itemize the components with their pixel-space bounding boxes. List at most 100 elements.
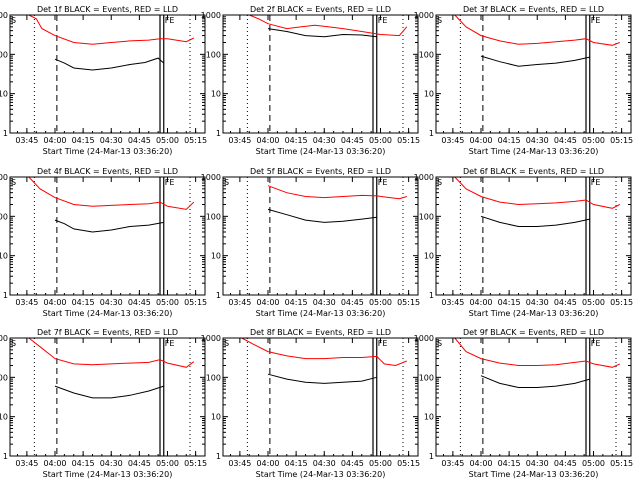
plot-frame [222, 337, 419, 457]
x-tick-label: 04:00 [43, 136, 66, 145]
x-tick-label: 04:15 [498, 459, 521, 468]
plot-frame [9, 337, 206, 457]
y-tick-label: 1 [216, 452, 221, 461]
y-tick-label: 10 [211, 413, 221, 422]
annotation-s: S [437, 339, 442, 348]
series-line-lld [454, 14, 620, 46]
y-tick-label: 1000 [201, 173, 221, 182]
y-tick-label: 100 [206, 50, 221, 59]
plot-frame [222, 176, 419, 296]
x-tick-label: 05:00 [582, 136, 605, 145]
panel-title: Det 4f BLACK = Events, RED = LLD [37, 167, 178, 176]
x-tick-label: 04:30 [100, 459, 123, 468]
panel-title: Det 2f BLACK = Events, RED = LLD [250, 5, 391, 14]
x-tick-label: 04:45 [128, 298, 151, 307]
annotation-s: S [11, 339, 16, 348]
annotation-s: S [437, 16, 442, 25]
x-tick-label: 05:15 [397, 136, 420, 145]
series-line-lld [28, 14, 195, 45]
y-tick-label: 1000 [414, 334, 434, 343]
series-line-lld [28, 176, 195, 210]
panel-7: Det 7f BLACK = Events, RED = LLDCounts/s… [0, 328, 207, 479]
y-tick-label: 10 [0, 413, 8, 422]
annotation-fe: FE [165, 339, 175, 348]
x-tick-label: 04:45 [554, 136, 577, 145]
plot-frame [9, 176, 206, 296]
x-tick-label: 04:15 [285, 298, 308, 307]
panel-title: Det 5f BLACK = Events, RED = LLD [250, 167, 391, 176]
y-tick-label: 1 [216, 291, 221, 300]
x-tick-label: 05:00 [582, 459, 605, 468]
x-tick-label: 04:45 [341, 298, 364, 307]
y-tick-label: 1000 [0, 11, 8, 20]
x-tick-label: 04:00 [43, 459, 66, 468]
plot-frame [9, 14, 206, 134]
x-tick-label: 04:45 [554, 459, 577, 468]
x-tick-label: 04:15 [72, 298, 95, 307]
panel-title: Det 1f BLACK = Events, RED = LLD [37, 5, 178, 14]
x-tick-label: 04:30 [313, 459, 336, 468]
y-tick-label: 1 [429, 291, 434, 300]
x-tick-label: 05:15 [184, 459, 207, 468]
x-tick-label: 05:00 [156, 298, 179, 307]
series-line-events [480, 375, 590, 388]
annotation-fe: FE [378, 339, 388, 348]
series-line-events [54, 57, 165, 71]
x-tick-label: 05:00 [369, 298, 392, 307]
panel-9: Det 9f BLACK = Events, RED = LLD Start Ti… [414, 328, 634, 479]
x-tick-label: 03:45 [441, 459, 464, 468]
plot-frame [435, 337, 632, 457]
x-tick-label: 04:15 [498, 136, 521, 145]
x-tick-label: 05:15 [184, 136, 207, 145]
x-tick-label: 04:00 [256, 136, 279, 145]
x-tick-label: 04:30 [526, 298, 549, 307]
plot-frame [435, 14, 632, 134]
panel-title: Det 8f BLACK = Events, RED = LLD [250, 328, 391, 337]
annotation-fe: FE [378, 16, 388, 25]
y-tick-label: 100 [419, 50, 434, 59]
panel-6: Det 6f BLACK = Events, RED = LLD Start Ti… [414, 167, 634, 318]
x-axis-label: Start Time (24-Mar-13 03:36:20) [43, 470, 173, 479]
x-tick-label: 04:00 [43, 298, 66, 307]
y-tick-label: 10 [0, 252, 8, 261]
x-tick-label: 05:00 [156, 459, 179, 468]
plot-frame [435, 176, 632, 296]
panel-title: Det 9f BLACK = Events, RED = LLD [463, 328, 604, 337]
y-tick-label: 10 [424, 413, 434, 422]
x-tick-label: 05:15 [184, 298, 207, 307]
plot-frame [222, 14, 419, 134]
panel-2: Det 2f BLACK = Events, RED = LLD Start Ti… [201, 5, 421, 156]
x-axis-label: Start Time (24-Mar-13 03:36:20) [469, 470, 599, 479]
y-tick-label: 100 [0, 50, 8, 59]
x-tick-label: 04:00 [469, 298, 492, 307]
x-tick-label: 03:45 [15, 298, 38, 307]
x-axis-label: Start Time (24-Mar-13 03:36:20) [256, 147, 386, 156]
x-tick-label: 04:30 [526, 459, 549, 468]
annotation-fe: FE [378, 178, 388, 187]
panel-1: Det 1f BLACK = Events, RED = LLDCounts/s… [0, 5, 207, 156]
annotation-fe: FE [591, 178, 601, 187]
annotation-s: S [437, 178, 442, 187]
series-line-events [54, 385, 164, 399]
series-line-events [267, 373, 377, 384]
x-tick-label: 05:00 [369, 459, 392, 468]
y-tick-label: 10 [211, 90, 221, 99]
y-tick-label: 1000 [0, 334, 8, 343]
x-axis-label: Start Time (24-Mar-13 03:36:20) [256, 309, 386, 318]
y-tick-label: 1 [429, 129, 434, 138]
annotation-s: S [224, 339, 229, 348]
y-tick-label: 1000 [0, 173, 8, 182]
series-line-lld [28, 337, 195, 368]
x-tick-label: 04:15 [285, 136, 308, 145]
panel-5: Det 5f BLACK = Events, RED = LLD Start Ti… [201, 167, 421, 318]
x-tick-label: 05:15 [610, 298, 633, 307]
series-line-events [54, 219, 164, 233]
panel-4: Det 4f BLACK = Events, RED = LLDCounts/s… [0, 167, 207, 318]
x-tick-label: 04:30 [100, 298, 123, 307]
annotation-s: S [11, 178, 16, 187]
x-tick-label: 04:30 [313, 298, 336, 307]
x-tick-label: 04:00 [469, 136, 492, 145]
x-tick-label: 05:15 [610, 136, 633, 145]
x-tick-label: 04:45 [128, 459, 151, 468]
annotation-fe: FE [165, 178, 175, 187]
